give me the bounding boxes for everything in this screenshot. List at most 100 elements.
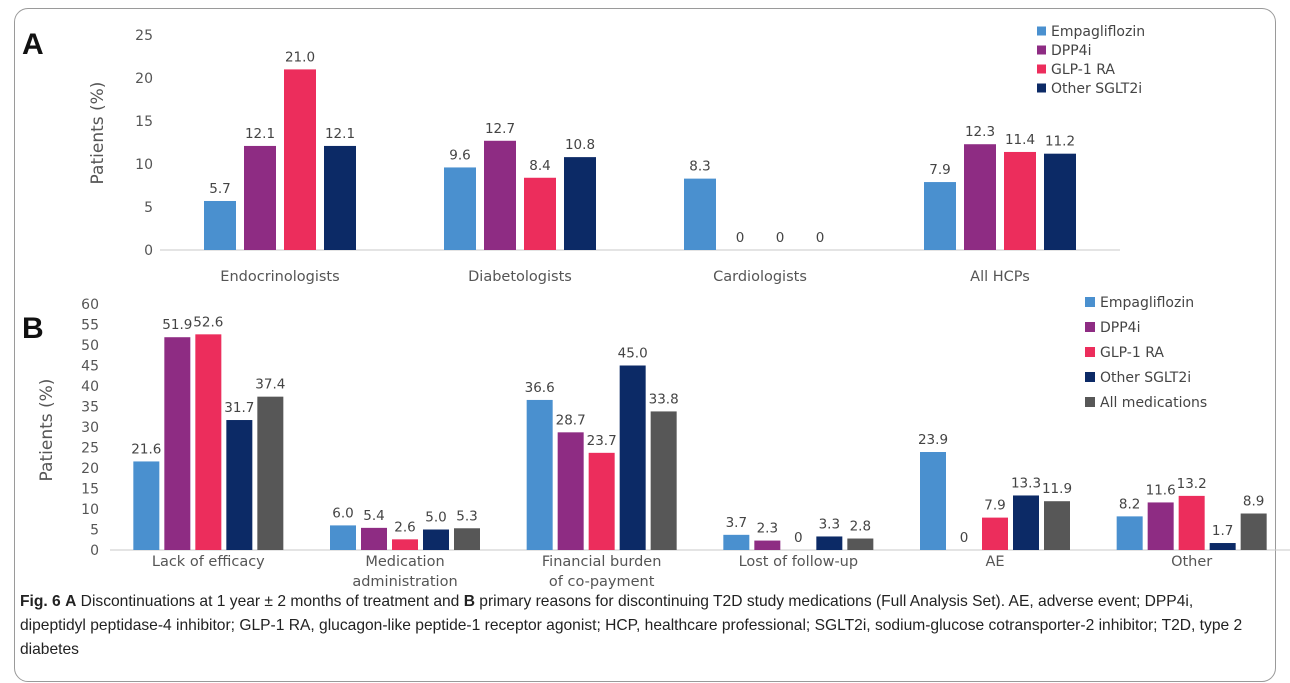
panel-b-legend: Empagliflozin DPP4i GLP-1 RA Other SGLT2i Al… [1085, 295, 1207, 411]
panel-a-bar-endocrinologists-other-sglt2i [324, 145, 356, 250]
panel-a-data-label-diabetologists-dpp4i: 12.7 [485, 121, 515, 137]
panel-a-bar-diabetologists-glp-1-ra [524, 177, 556, 250]
panel-b-data-label-ae-dpp4i: 0 [960, 530, 969, 546]
panel-b-data-label-financial-burden-of-co-payment-dpp4i: 28.7 [556, 412, 586, 428]
panel-b-category-label-lack-of-efficacy: Lack of efficacy [152, 554, 265, 570]
panel-b-legend-label-glp-1-ra: GLP-1 RA [1100, 345, 1164, 361]
panel-b-data-label-lost-of-follow-up-dpp4i: 2.3 [757, 521, 778, 537]
panel-a-data-label-all-hcps-other-sglt2i: 11.2 [1045, 134, 1075, 150]
panel-b-bar-other-other-sglt2i [1209, 543, 1236, 550]
panel-a-bar-endocrinologists-glp-1-ra [284, 69, 316, 251]
panel-b-category-label-medication-administration-line-1: Medication [365, 554, 444, 570]
panel-b-legend-label-all-medications: All medications [1100, 395, 1207, 411]
panel-a-y-tick-5: 5 [144, 200, 153, 216]
panel-a-bar-all-hcps-empagliflozin [924, 182, 956, 250]
panel-a-bar-endocrinologists-empagliflozin [204, 200, 236, 250]
caption-b-letter: B [463, 593, 475, 610]
panel-b-data-label-medication-administration-other-sglt2i: 5.0 [425, 510, 446, 526]
panel-b-bar-lost-of-follow-up-dpp4i [754, 540, 781, 550]
panel-a-legend-label-empagliflozin: Empagliflozin [1051, 24, 1145, 40]
panel-b-bar-lack-of-efficacy-all-medications [257, 396, 284, 550]
panel-b-bar-lack-of-efficacy-other-sglt2i [226, 420, 253, 550]
panel-b-legend-swatch-dpp4i [1085, 322, 1095, 332]
panel-b-bar-lost-of-follow-up-other-sglt2i [816, 536, 843, 550]
panel-b-y-tick-25: 25 [81, 441, 99, 457]
panel-b-bar-lack-of-efficacy-empagliflozin [133, 461, 160, 550]
panel-b-legend-label-empagliflozin: Empagliflozin [1100, 295, 1194, 311]
caption-a-letter: A [65, 593, 77, 610]
panel-a-legend-swatch-glp-1-ra [1037, 64, 1046, 74]
panel-b-bar-ae-all-medications [1044, 501, 1070, 550]
panel-a-y-tick-20: 20 [135, 71, 153, 87]
panel-b-legend-label-other-sglt2i: Other SGLT2i [1100, 370, 1191, 386]
panel-b-bar-lost-of-follow-up-empagliflozin [723, 534, 750, 550]
panel-a-data-label-endocrinologists-dpp4i: 12.1 [245, 126, 275, 142]
panel-a-data-label-endocrinologists-empagliflozin: 5.7 [209, 181, 230, 197]
panel-b-data-label-medication-administration-dpp4i: 5.4 [363, 508, 384, 524]
panel-a-data-label-endocrinologists-glp-1-ra: 21.0 [285, 49, 315, 65]
figure-svg: A B Patients (%) Patients (%) 0 5 10 15 20 25… [22, 24, 1290, 590]
panel-a-category-label-endocrinologists: Endocrinologists [220, 269, 339, 285]
panel-b-data-label-medication-administration-glp-1-ra: 2.6 [394, 519, 415, 535]
panel-a-legend-label-dpp4i: DPP4i [1051, 43, 1091, 59]
panel-b-data-label-lack-of-efficacy-all-medications: 37.4 [255, 377, 285, 393]
panel-a-bar-diabetologists-dpp4i [484, 140, 516, 250]
panel-b-bar-other-glp-1-ra [1178, 495, 1205, 550]
panel-b-y-tick-20: 20 [81, 461, 99, 477]
panel-b-legend-swatch-empagliflozin [1085, 297, 1095, 307]
panel-b-y-tick-40: 40 [81, 379, 99, 395]
panel-a-label: A [22, 28, 44, 61]
panel-b-y-tick-35: 35 [81, 400, 99, 416]
panel-b-data-label-ae-glp-1-ra: 7.9 [984, 498, 1005, 514]
panel-a-y-tick-15: 15 [135, 114, 153, 130]
panel-b-bar-medication-administration-other-sglt2i [423, 529, 449, 550]
panel-a-legend-swatch-empagliflozin [1037, 26, 1046, 36]
panel-b-y-tick-50: 50 [81, 338, 99, 354]
panel-b-category-label-ae: AE [985, 554, 1004, 570]
panel-a-data-label-diabetologists-empagliflozin: 9.6 [449, 147, 470, 163]
panel-b-data-label-financial-burden-of-co-payment-glp-1-ra: 23.7 [587, 433, 617, 449]
panel-b-y-axis-label: Patients (%) [37, 379, 57, 482]
panel-b-bar-other-empagliflozin [1116, 516, 1143, 550]
panel-b-y-tick-0: 0 [90, 543, 99, 559]
panel-b-bar-lack-of-efficacy-dpp4i [164, 337, 191, 550]
panel-a-data-label-cardiologists-other-sglt2i: 0 [816, 230, 825, 246]
panel-a-chart: 0 5 10 15 20 25 5.7 12.1 21.0 12.1 Endocrinologist… [135, 28, 1120, 285]
caption-text-2: primary reasons for discontinuing T2D st… [20, 593, 1243, 658]
panel-b-bar-medication-administration-empagliflozin [330, 525, 356, 550]
panel-b-bar-medication-administration-all-medications [454, 528, 480, 550]
panel-b-data-label-ae-other-sglt2i: 13.3 [1011, 475, 1041, 491]
panel-b-bar-ae-empagliflozin [920, 452, 946, 550]
panel-a-legend-swatch-other-sglt2i [1037, 83, 1046, 93]
panel-b-y-tick-30: 30 [81, 420, 99, 436]
panel-b-data-label-lost-of-follow-up-empagliflozin: 3.7 [726, 515, 747, 531]
panel-a-y-tick-25: 25 [135, 28, 153, 44]
panel-a-bar-diabetologists-empagliflozin [444, 167, 476, 250]
panel-b-legend-swatch-glp-1-ra [1085, 347, 1095, 357]
panel-a-data-label-cardiologists-empagliflozin: 8.3 [689, 159, 710, 175]
panel-b-y-tick-60: 60 [81, 297, 99, 313]
panel-b-bar-financial-burden-of-co-payment-empagliflozin [526, 399, 553, 550]
panel-a-data-label-diabetologists-other-sglt2i: 10.8 [565, 137, 595, 153]
panel-a-y-tick-0: 0 [144, 243, 153, 259]
panel-b-data-label-financial-burden-of-co-payment-empagliflozin: 36.6 [525, 380, 555, 396]
panel-a-legend-label-glp-1-ra: GLP-1 RA [1051, 62, 1115, 78]
panel-b-legend-swatch-all-medications [1085, 397, 1095, 407]
panel-b-data-label-medication-administration-all-medications: 5.3 [456, 508, 477, 524]
panel-b-bar-ae-glp-1-ra [982, 517, 1008, 550]
panel-b-data-label-other-all-medications: 8.9 [1243, 494, 1264, 510]
panel-b-bar-financial-burden-of-co-payment-dpp4i [557, 432, 584, 550]
figure-frame [14, 8, 1276, 682]
caption-text-1: Discontinuations at 1 year ± 2 months of… [76, 593, 464, 610]
panel-b-data-label-other-dpp4i: 11.6 [1146, 482, 1176, 498]
panel-b-data-label-other-empagliflozin: 8.2 [1119, 496, 1140, 512]
panel-b-y-tick-15: 15 [81, 482, 99, 498]
panel-a-bar-all-hcps-dpp4i [964, 144, 996, 250]
panel-b-bar-ae-other-sglt2i [1013, 495, 1039, 550]
panel-b-data-label-ae-empagliflozin: 23.9 [918, 432, 948, 448]
panel-a-bar-diabetologists-other-sglt2i [564, 157, 596, 250]
panel-b-data-label-lack-of-efficacy-other-sglt2i: 31.7 [224, 400, 254, 416]
panel-a-category-label-all-hcps: All HCPs [970, 269, 1030, 285]
panel-a-legend: Empagliflozin DPP4i GLP-1 RA Other SGLT2i [1037, 24, 1145, 97]
panel-b-data-label-financial-burden-of-co-payment-other-sglt2i: 45.0 [618, 346, 648, 362]
